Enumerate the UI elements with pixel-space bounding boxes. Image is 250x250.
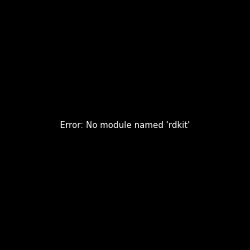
Text: Error: No module named 'rdkit': Error: No module named 'rdkit' <box>60 120 190 130</box>
